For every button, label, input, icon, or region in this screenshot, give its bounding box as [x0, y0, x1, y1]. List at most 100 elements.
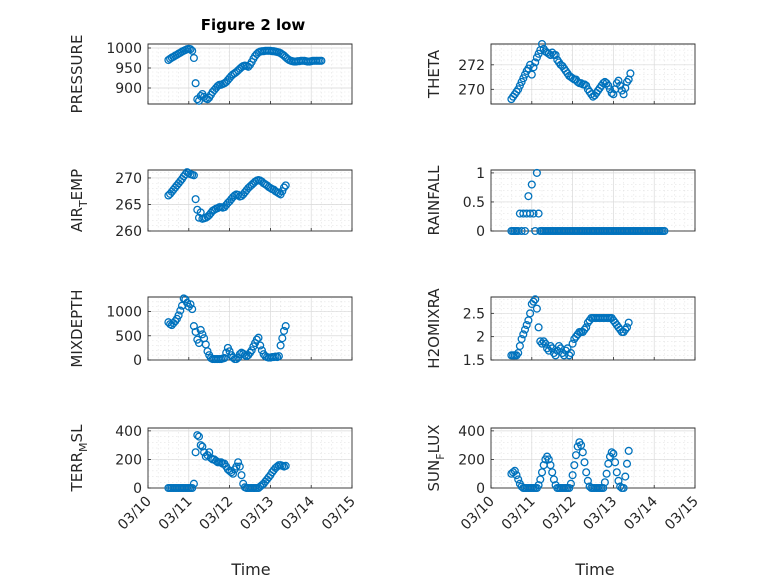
data-point — [612, 468, 621, 477]
plot-frame — [490, 296, 696, 361]
data-point — [514, 475, 523, 484]
data-point — [534, 209, 543, 218]
data-point — [194, 432, 204, 441]
y-tick-label: 500 — [115, 329, 142, 345]
data-point — [191, 195, 200, 204]
x-tick-label: 03/12 — [540, 494, 580, 534]
data-point — [510, 466, 519, 475]
x-tick-label: 03/13 — [237, 494, 277, 534]
data-point — [517, 334, 526, 344]
data-point — [565, 351, 574, 360]
data-point — [281, 181, 290, 190]
data-point — [191, 448, 200, 457]
x-tick-label: 03/11 — [156, 494, 196, 534]
data-point — [512, 351, 521, 360]
y-tick-label: 260 — [115, 224, 142, 240]
y-tick-label: 400 — [115, 424, 142, 440]
data-point — [191, 327, 200, 336]
x-tick-label: 03/10 — [115, 494, 155, 534]
y-tick-label: 272 — [458, 58, 485, 74]
x-tick-label: 03/14 — [621, 493, 661, 533]
y-tick-label: 2.5 — [463, 306, 485, 322]
data-point — [548, 468, 557, 477]
data-point — [524, 192, 533, 201]
y-tick-label: 900 — [115, 81, 142, 97]
y-axis-label: THETA — [425, 49, 443, 99]
data-point — [534, 323, 543, 332]
data-point — [532, 304, 541, 313]
data-point — [257, 346, 266, 355]
data-point — [174, 311, 183, 320]
x-tick-label: 03/11 — [499, 494, 539, 534]
subplot-terr-msl: 03/10 03/11 03/12 03/13 03/14 03/15 0 200 400 TER… — [68, 424, 359, 534]
data-point — [274, 352, 283, 361]
data-point — [551, 351, 560, 360]
plot-frame — [147, 296, 353, 361]
data-point — [194, 96, 204, 105]
y-axis-label: PRESSURE — [68, 35, 86, 114]
subplot-h2omixra: 1.5 2 2.5 H2OMIXRA — [425, 288, 696, 369]
y-tick-label: 200 — [458, 452, 485, 468]
data-point — [527, 180, 536, 189]
y-axis-label: RAINFALL — [425, 165, 443, 236]
data-point — [571, 451, 581, 460]
data-point — [254, 333, 263, 342]
subplot-pressure: 900 950 1000 PRESSURE — [68, 35, 353, 114]
y-tick-label: 200 — [115, 452, 142, 468]
data-point — [578, 448, 587, 457]
data-point — [609, 449, 618, 458]
data-point — [220, 354, 229, 363]
data-point — [548, 344, 557, 353]
data-point — [537, 39, 547, 49]
data-point — [281, 461, 290, 470]
data-point — [247, 346, 256, 355]
data-point — [565, 483, 574, 493]
data-point — [544, 455, 553, 464]
data-point — [554, 341, 564, 351]
y-axis-label: MIXDEPTH — [68, 289, 86, 367]
data-point — [189, 479, 198, 488]
subplot-theta: 270 272 THETA — [425, 39, 696, 105]
data-point — [234, 190, 243, 199]
subplot-sun-flux: 03/10 03/11 03/12 03/13 03/14 03/15 0 200 400 SUN… — [425, 424, 702, 534]
data-point — [568, 471, 577, 480]
data-point — [188, 483, 197, 493]
y-tick-label: 1.5 — [463, 353, 485, 369]
data-point — [191, 79, 200, 88]
data-point — [256, 341, 265, 350]
data-point — [276, 341, 285, 350]
subplot-air-temp: 260 265 270 AIRTEMP — [68, 168, 353, 240]
plot-frame — [147, 43, 353, 105]
data-point — [531, 58, 540, 67]
x-tick-label: 03/13 — [580, 494, 620, 534]
subplot-mixdepth: 0 500 1000 MIXDEPTH — [68, 289, 353, 369]
data-point — [622, 459, 632, 468]
data-point — [551, 50, 560, 60]
data-point — [520, 226, 530, 236]
data-point — [537, 339, 547, 348]
x-axis-label-right: Time — [574, 560, 614, 579]
data-point — [600, 478, 609, 487]
data-point — [228, 469, 238, 478]
data-point — [205, 448, 214, 457]
y-tick-label: 0 — [133, 353, 142, 369]
y-axis-label: TERRMSL — [68, 424, 90, 493]
data-point — [614, 476, 623, 485]
data-point — [278, 187, 287, 196]
data-point — [570, 461, 579, 470]
data-point — [541, 339, 550, 348]
data-point — [624, 318, 633, 327]
x-tick-label: 03/12 — [197, 494, 237, 534]
data-point — [278, 334, 287, 343]
figure-title: Figure 2 low — [201, 16, 306, 34]
data-point — [193, 431, 202, 440]
data-point — [225, 347, 234, 356]
x-tick-label: 03/14 — [278, 493, 318, 533]
data-point — [189, 171, 198, 180]
data-point — [188, 46, 197, 55]
y-axis-label: H2OMIXRA — [425, 288, 443, 369]
data-point — [536, 337, 545, 346]
data-point — [522, 320, 531, 330]
data-point — [527, 70, 536, 79]
data-point — [234, 458, 243, 467]
